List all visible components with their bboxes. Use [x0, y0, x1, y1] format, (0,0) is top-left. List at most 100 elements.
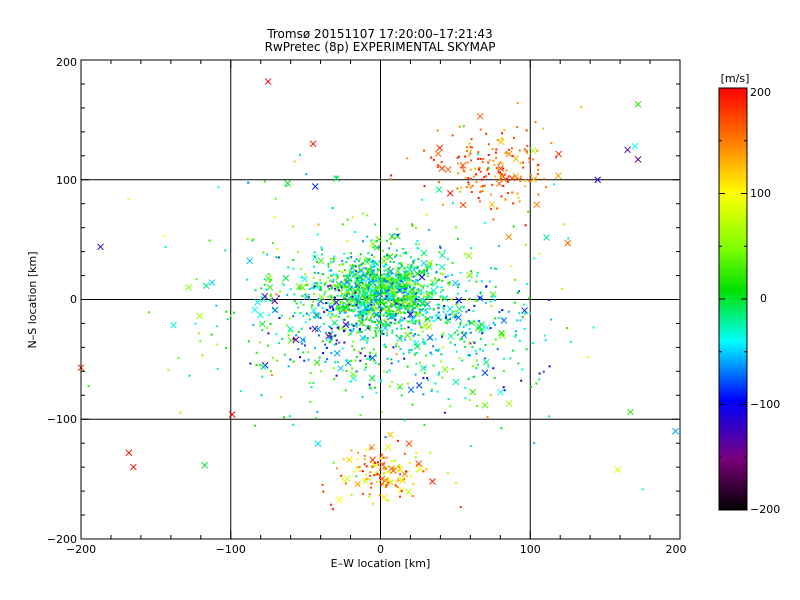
data-point [374, 326, 377, 329]
data-point [401, 265, 404, 268]
data-point-x [257, 311, 264, 319]
data-point [312, 382, 315, 385]
data-point [338, 341, 341, 344]
data-point [357, 296, 360, 299]
data-point [414, 322, 417, 325]
data-point [347, 257, 350, 260]
data-point [409, 273, 412, 276]
data-point [388, 285, 391, 288]
data-point [468, 342, 471, 345]
data-point [340, 474, 343, 477]
data-point [288, 317, 291, 320]
data-point [387, 476, 390, 479]
data-point [444, 275, 447, 278]
data-point [365, 311, 368, 314]
data-point [354, 314, 357, 317]
data-point [309, 400, 312, 403]
data-point-x [301, 275, 308, 283]
data-point [400, 304, 403, 307]
data-point [368, 311, 371, 314]
data-point [420, 284, 423, 287]
data-point [466, 161, 469, 164]
data-point-x [396, 465, 404, 473]
data-point [394, 301, 397, 304]
data-point [500, 137, 503, 140]
data-point [395, 275, 398, 278]
data-point [292, 267, 295, 270]
data-point [384, 345, 387, 348]
data-point [307, 314, 310, 317]
data-point [399, 473, 402, 476]
data-point [283, 283, 286, 286]
data-point [383, 293, 386, 296]
x-tick-label: 100 [520, 543, 541, 556]
data-point [345, 305, 348, 308]
data-point [363, 288, 366, 291]
data-point [335, 339, 338, 342]
data-point [362, 296, 365, 299]
data-point [355, 277, 358, 280]
data-point [269, 370, 272, 373]
data-point [326, 302, 329, 305]
data-point [330, 327, 333, 330]
data-point [363, 287, 366, 290]
data-point [355, 305, 358, 308]
data-point [513, 301, 516, 304]
data-point [399, 283, 402, 286]
data-point [390, 358, 393, 361]
data-point [366, 259, 369, 262]
data-point [480, 185, 483, 188]
data-point [490, 305, 493, 308]
data-point [457, 162, 460, 165]
data-point [394, 305, 397, 308]
data-point [526, 283, 529, 286]
data-point-x [435, 186, 443, 193]
data-point [350, 329, 353, 332]
data-point [442, 346, 445, 349]
data-point [385, 485, 388, 488]
data-point [439, 247, 442, 250]
data-point [395, 342, 398, 345]
data-point [386, 315, 389, 318]
data-point [380, 310, 383, 313]
data-point [436, 349, 439, 352]
data-point [275, 293, 278, 296]
data-point [403, 279, 406, 282]
data-point [316, 285, 319, 288]
data-point [472, 375, 475, 378]
data-point [417, 320, 420, 323]
data-point [324, 343, 327, 346]
data-point [485, 175, 488, 178]
data-point [404, 251, 407, 254]
data-point [286, 293, 289, 296]
data-point [224, 249, 227, 252]
data-point-x [311, 254, 319, 261]
data-point [330, 503, 333, 506]
data-point-x [512, 172, 520, 180]
data-point [542, 370, 545, 373]
data-point [341, 223, 344, 226]
data-point [407, 326, 410, 329]
data-point [374, 352, 377, 355]
colorbar-ticks [719, 87, 747, 511]
data-point [361, 470, 364, 473]
data-point-x [429, 478, 436, 485]
data-point [392, 289, 395, 292]
data-point [379, 286, 382, 289]
data-point [380, 331, 383, 334]
data-point [475, 298, 478, 301]
colorbar-tick-label: 0 [760, 292, 767, 305]
data-point [382, 291, 385, 294]
data-point [320, 370, 323, 373]
data-point [472, 310, 475, 313]
data-point-x [333, 175, 340, 182]
data-point [406, 297, 409, 300]
data-point [359, 257, 362, 260]
data-point [436, 166, 439, 169]
data-point [441, 279, 444, 282]
data-point [457, 312, 460, 315]
data-point [366, 357, 369, 360]
data-point [327, 276, 330, 279]
data-point [379, 295, 382, 298]
data-point [480, 280, 483, 283]
